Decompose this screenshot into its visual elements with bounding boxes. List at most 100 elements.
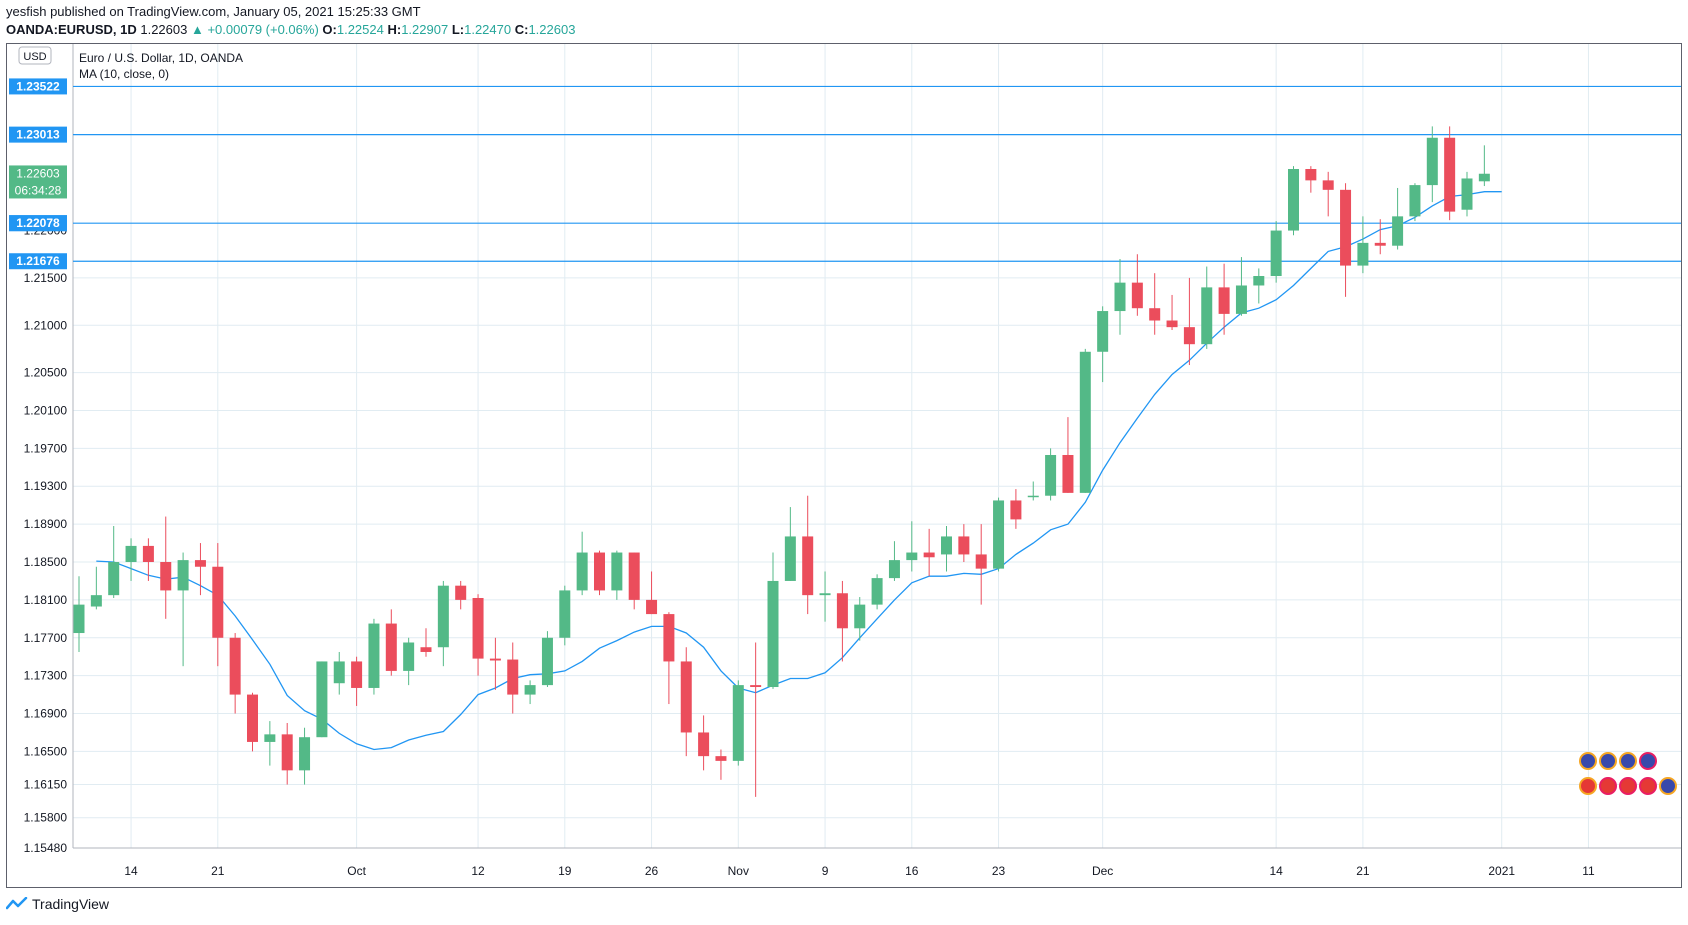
chart-frame: 1.21500 1.21000 1.20500 1.20100 1.19700 1.193… [6, 43, 1682, 888]
y-tick-label: 1.17300 [24, 669, 68, 683]
candle-body [247, 694, 258, 742]
currency-badge-text: USD [23, 51, 46, 63]
candle [1045, 448, 1057, 501]
x-tick-label: 12 [471, 864, 485, 878]
last-price-label: 1.22603 [16, 166, 60, 180]
y-tick-label: 1.15480 [24, 841, 68, 855]
candle [489, 637, 501, 690]
candle-body [472, 597, 484, 659]
currency-badge[interactable]: USD [18, 46, 52, 65]
horizontal-gridlines [73, 277, 1681, 849]
y-tick-label: 1.20500 [24, 366, 68, 380]
candle [611, 550, 623, 600]
ma-layer [96, 191, 1502, 751]
y-tick-label: 1.16150 [24, 778, 68, 792]
candle [1218, 263, 1230, 335]
candle [732, 680, 744, 766]
candle [1235, 257, 1247, 316]
candle-body [1079, 351, 1091, 493]
price-chart[interactable]: 1.21500 1.21000 1.20500 1.20100 1.19700 1.193… [7, 44, 1681, 887]
indicator-label: MA (10, close, 0) [79, 67, 169, 81]
candle-body [1409, 185, 1421, 217]
events-markers[interactable] [1579, 752, 1677, 795]
candle-body [871, 578, 883, 605]
candle-body [802, 536, 814, 596]
open-value: 1.22524 [336, 22, 384, 37]
candle-body [819, 593, 831, 596]
x-tick-label: 21 [1356, 864, 1370, 878]
ohlc-bar: OANDA:EURUSD, 1D 1.22603 ▲ +0.00079 (+0.… [6, 22, 575, 37]
candle-body [1288, 169, 1299, 231]
candle [1270, 221, 1282, 283]
candle [1097, 306, 1109, 383]
candle [559, 585, 571, 646]
candle-body [351, 661, 363, 688]
candle [1166, 294, 1178, 330]
candle [73, 576, 85, 652]
candle-body [888, 560, 900, 579]
low-value: 1.22470 [464, 22, 512, 37]
candle [160, 516, 172, 619]
level-label: 1.23013 [16, 128, 60, 142]
candle [680, 647, 692, 757]
candle [576, 531, 588, 596]
event-flag-icon [1579, 752, 1597, 770]
candle [1288, 166, 1299, 236]
candle [1079, 348, 1091, 493]
candle [264, 721, 276, 766]
candle [541, 631, 553, 688]
candle-body [1444, 137, 1456, 212]
candle-body [1461, 178, 1473, 210]
candle [941, 526, 952, 572]
x-tick-label: 9 [822, 864, 829, 878]
candle-body [1426, 137, 1438, 186]
candle [455, 580, 467, 610]
x-tick-label: 2021 [1488, 864, 1515, 878]
candle [750, 642, 762, 797]
candle [1201, 266, 1213, 349]
candle [1374, 219, 1386, 255]
event-flag-icon [1659, 777, 1677, 795]
candle [472, 594, 484, 676]
x-tick-label: 14 [124, 864, 138, 878]
candle-body [906, 552, 918, 561]
candle [316, 661, 328, 738]
candle-body [1010, 500, 1022, 520]
candle [802, 495, 814, 615]
candle-body [767, 580, 779, 688]
candle [1183, 277, 1195, 366]
candle [698, 715, 710, 771]
candle [958, 524, 970, 563]
x-tick-label: 23 [992, 864, 1006, 878]
candle [1062, 417, 1074, 493]
candle [194, 543, 206, 596]
candle [420, 628, 432, 657]
x-tick-label: 21 [211, 864, 225, 878]
candle-body [1045, 454, 1057, 496]
candle-body [1374, 242, 1386, 246]
event-flag-icon [1579, 777, 1597, 795]
candle [1478, 145, 1490, 187]
candle [715, 749, 727, 780]
candle-body [507, 659, 519, 695]
price-labels: 1.235221.230131.220781.216761.220781.226… [9, 78, 67, 270]
candle [836, 580, 848, 662]
candle-body [1027, 495, 1039, 498]
symbol-label: OANDA:EURUSD, 1D [6, 22, 137, 37]
candle-body [1253, 276, 1265, 286]
candle-body [160, 562, 172, 591]
candle-body [489, 658, 501, 661]
candle-body [975, 554, 987, 569]
candle-body [455, 585, 467, 600]
y-tick-label: 1.18100 [24, 593, 68, 607]
candle-body [333, 661, 345, 684]
candle-body [750, 685, 762, 688]
candle [142, 538, 154, 581]
candle [993, 497, 1005, 572]
candle-body [212, 566, 224, 638]
candle-body [264, 734, 276, 742]
candle [281, 722, 293, 785]
candle-body [524, 685, 536, 695]
candle-body [836, 593, 848, 629]
candle [888, 541, 900, 581]
